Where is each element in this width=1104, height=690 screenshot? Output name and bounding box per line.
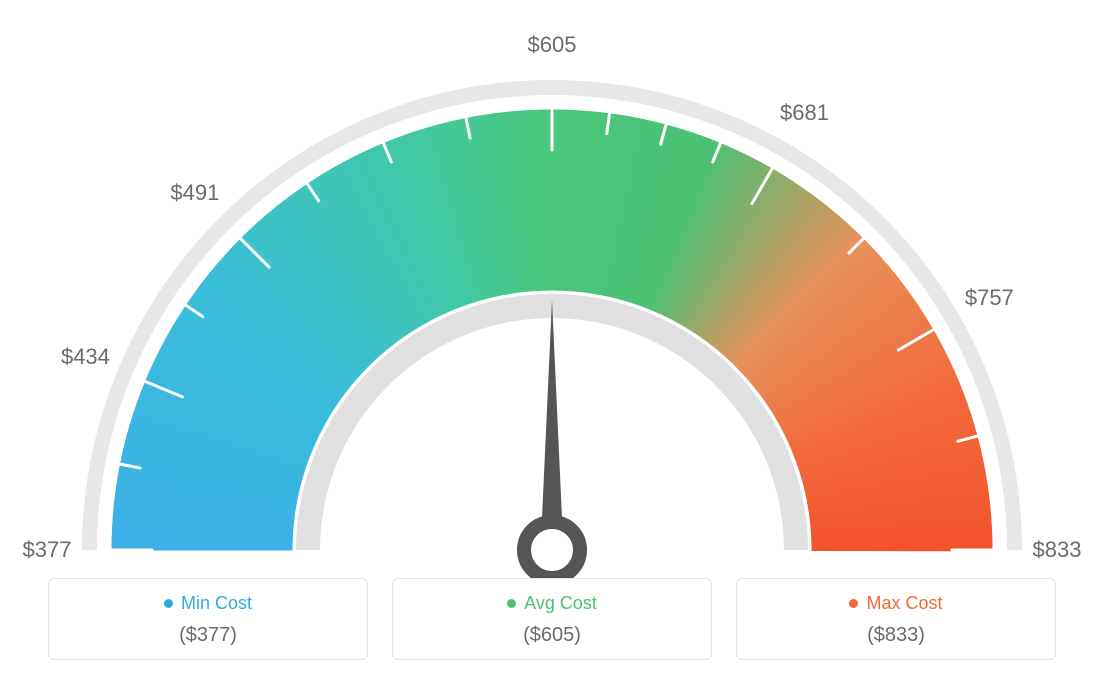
- legend-label-avg: Avg Cost: [524, 593, 597, 614]
- gauge-chart: $377 $434 $491 $605 $681 $757 $833: [0, 0, 1104, 560]
- legend-card-max: Max Cost ($833): [736, 578, 1056, 660]
- gauge-tick-label: $681: [780, 100, 829, 126]
- legend-label-max: Max Cost: [866, 593, 942, 614]
- legend-label-min: Min Cost: [181, 593, 252, 614]
- gauge-tick-label: $434: [61, 344, 110, 370]
- legend-value-max: ($833): [747, 624, 1045, 647]
- gauge-tick-label: $605: [528, 32, 577, 58]
- legend-card-avg: Avg Cost ($605): [392, 578, 712, 660]
- legend-value-avg: ($605): [403, 624, 701, 647]
- legend-row: Min Cost ($377) Avg Cost ($605) Max Cost…: [0, 578, 1104, 660]
- gauge-svg: [0, 20, 1104, 580]
- legend-value-min: ($377): [59, 624, 357, 647]
- legend-title-avg: Avg Cost: [507, 593, 597, 614]
- legend-dot-min: [164, 599, 173, 608]
- legend-dot-max: [849, 599, 858, 608]
- gauge-tick-label: $491: [170, 180, 219, 206]
- gauge-tick-label: $377: [23, 537, 72, 563]
- legend-title-min: Min Cost: [164, 593, 252, 614]
- legend-title-max: Max Cost: [849, 593, 942, 614]
- legend-dot-avg: [507, 599, 516, 608]
- gauge-tick-label: $757: [965, 285, 1014, 311]
- gauge-tick-label: $833: [1033, 537, 1082, 563]
- legend-card-min: Min Cost ($377): [48, 578, 368, 660]
